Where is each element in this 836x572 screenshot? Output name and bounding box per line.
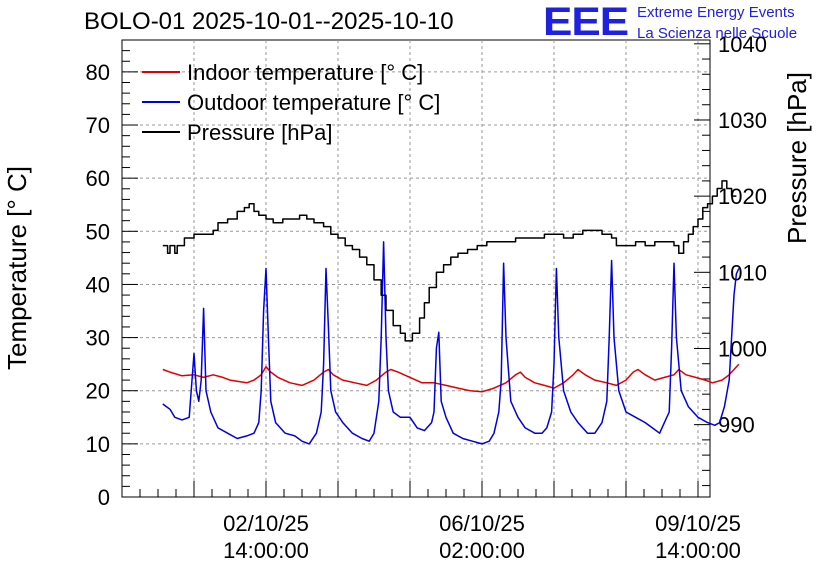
y2-tick-label: 990 xyxy=(718,413,755,438)
legend-label-2: Pressure [hPa] xyxy=(187,120,333,145)
eee-logo: EEE xyxy=(543,0,629,45)
y2-axis-label: Pressure [hPa] xyxy=(782,72,812,244)
y2-tick-label: 1040 xyxy=(718,32,767,57)
legend-label-0: Indoor temperature [° C] xyxy=(187,60,423,85)
y-axis: 0 10 20 30 40 50 60 70 80 xyxy=(86,50,138,510)
x-tick-label-date: 02/10/25 xyxy=(223,511,309,536)
y-axis-label: Temperature [° C] xyxy=(2,166,32,370)
series-line-0 xyxy=(162,363,740,393)
x-tick-label-time: 02:00:00 xyxy=(439,538,525,563)
y-tick-label: 80 xyxy=(86,60,110,85)
y-tick-label: 50 xyxy=(86,219,110,244)
y2-tick-label: 1020 xyxy=(718,184,767,209)
logo-line-1: Extreme Energy Events xyxy=(637,4,795,21)
legend-label-1: Outdoor temperature [° C] xyxy=(187,90,440,115)
y2-axis: 990 1000 1010 1020 1030 1040 xyxy=(694,32,767,487)
x-tick-label-time: 14:00:00 xyxy=(223,538,309,563)
series-line-2 xyxy=(162,180,737,342)
x-tick-label-time: 14:00:00 xyxy=(655,538,741,563)
chart-title: BOLO-01 2025-10-01--2025-10-10 xyxy=(84,8,454,35)
frame xyxy=(121,39,711,498)
y-tick-label: 70 xyxy=(86,113,110,138)
y2-tick-label: 1030 xyxy=(718,108,767,133)
y2-tick-label: 1010 xyxy=(718,260,767,285)
series-line-1 xyxy=(162,241,740,445)
series-group xyxy=(162,180,740,445)
grid xyxy=(122,40,710,497)
y-tick-label: 60 xyxy=(86,166,110,191)
y-tick-label: 30 xyxy=(86,326,110,351)
x-axis: 02/10/2514:00:0006/10/2502:00:0009/10/25… xyxy=(121,481,741,563)
logo-line-2: La Scienza nelle Scuole xyxy=(637,25,798,42)
y2-tick-label: 1000 xyxy=(718,336,767,361)
y-tick-label: 40 xyxy=(86,272,110,297)
legend: Indoor temperature [° C] Outdoor temperat… xyxy=(142,60,440,145)
x-tick-label-date: 06/10/25 xyxy=(439,511,525,536)
y-tick-label: 0 xyxy=(98,485,110,510)
y-tick-label: 10 xyxy=(86,432,110,457)
x-tick-label-date: 09/10/25 xyxy=(655,511,741,536)
y-tick-label: 20 xyxy=(86,379,110,404)
